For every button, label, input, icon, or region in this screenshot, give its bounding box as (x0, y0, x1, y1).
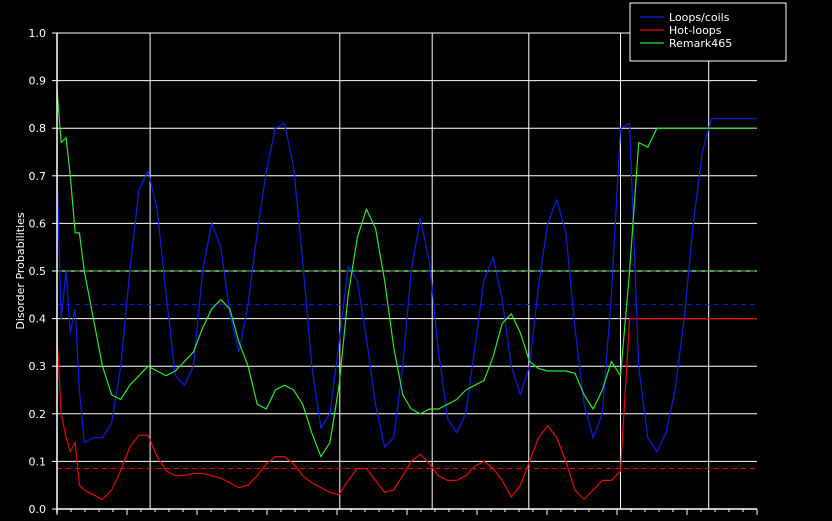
y-tick-label: 1.0 (29, 27, 47, 40)
legend-label: Hot-loops (669, 24, 722, 37)
y-tick-label: 0.0 (29, 503, 47, 516)
legend-label: Remark465 (669, 37, 732, 50)
series-lines (56, 90, 757, 501)
axes: 0.0 0.1 0.2 0.3 0.4 0.5 0.6 0.7 0.8 0.9 1.0 (29, 27, 758, 516)
legend-box (629, 2, 787, 62)
y-tick-label: 0.8 (29, 122, 47, 135)
y-tick-label: 0.9 (29, 75, 47, 88)
y-tick-label: 0.4 (29, 313, 47, 326)
y-tick-label: 0.1 (29, 455, 47, 468)
y-tick-label: 0.7 (29, 170, 47, 183)
y-tick-label: 0.3 (29, 360, 47, 373)
series-line-1 (56, 318, 757, 501)
series-line-0 (56, 118, 757, 453)
y-tick-label: 0.2 (29, 408, 47, 421)
y-tick-label: 0.5 (29, 265, 47, 278)
series-line-2 (56, 90, 757, 458)
legend-label: Loops/coils (669, 11, 730, 24)
y-axis-title: Disorder Probabilities (14, 212, 27, 330)
y-tick-label: 0.6 (29, 217, 47, 230)
